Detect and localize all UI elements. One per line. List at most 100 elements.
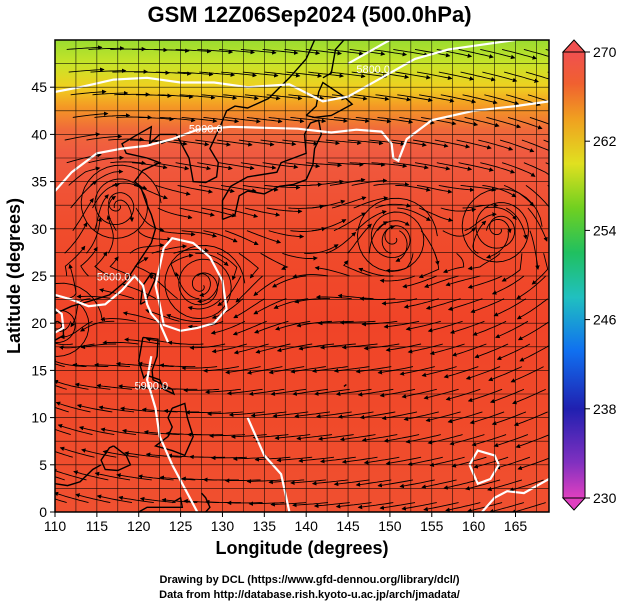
streamline <box>205 388 241 395</box>
streamline <box>407 456 443 467</box>
streamline <box>329 71 366 79</box>
streamline <box>155 184 191 196</box>
streamline <box>55 385 67 390</box>
streamline <box>151 139 188 146</box>
streamline <box>201 94 238 101</box>
streamline <box>286 71 323 78</box>
streamline <box>76 294 113 300</box>
streamline <box>232 456 269 462</box>
streamline <box>238 139 275 147</box>
streamline <box>210 455 247 461</box>
x-axis-ticks: 110 115 120 125 130 135 140 145 150 155 160 165 <box>44 512 527 534</box>
streamline <box>94 113 131 118</box>
streamline <box>335 388 372 397</box>
streamline <box>445 502 481 512</box>
streamline <box>429 456 465 467</box>
streamline <box>233 298 265 319</box>
streamline <box>148 274 178 300</box>
grid-lines <box>55 40 549 512</box>
streamline <box>94 362 131 368</box>
streamline <box>235 275 263 303</box>
streamline <box>270 388 307 397</box>
streamline <box>211 343 248 354</box>
streamline <box>501 253 523 282</box>
streamline <box>304 139 340 146</box>
streamline <box>250 411 287 418</box>
y-tick-label: 40 <box>31 126 47 142</box>
streamline <box>482 71 518 83</box>
contour-label: 5900.0 <box>134 380 168 392</box>
contour-line <box>55 100 549 192</box>
colorbar-scale <box>562 51 586 499</box>
streamline <box>228 411 265 417</box>
streamline <box>373 182 410 187</box>
streamline <box>443 366 479 379</box>
streamline <box>308 71 344 78</box>
streamline <box>385 456 422 466</box>
streamline <box>159 363 196 368</box>
streamline <box>155 71 192 76</box>
streamline <box>100 316 137 322</box>
streamline <box>226 388 263 396</box>
streamline <box>442 227 476 237</box>
streamline <box>440 94 477 104</box>
streamline <box>159 475 196 481</box>
streamline <box>427 434 463 445</box>
streamline <box>436 162 473 171</box>
streamline <box>199 184 235 194</box>
streamline <box>290 479 326 485</box>
streamline <box>268 230 305 239</box>
streamline <box>471 434 507 447</box>
streamline <box>137 361 174 368</box>
streamline <box>333 479 370 487</box>
streamline <box>485 218 512 234</box>
streamline <box>174 271 200 300</box>
y-tick-label: 10 <box>31 410 47 426</box>
streamline <box>177 71 214 77</box>
contour-line <box>347 40 391 65</box>
x-axis-title: Longitude (degrees) <box>215 538 388 558</box>
streamline <box>353 94 390 102</box>
streamline <box>175 48 212 54</box>
colorbar-tick-label: 230 <box>593 490 617 506</box>
streamline <box>102 340 139 345</box>
streamline <box>531 253 549 285</box>
streamline <box>64 222 88 254</box>
streamline <box>467 275 503 289</box>
streamline <box>163 408 200 414</box>
streamline <box>517 457 549 470</box>
streamline <box>429 343 465 356</box>
coastline-segment <box>138 496 184 512</box>
streamline <box>296 434 333 441</box>
streamline <box>314 388 350 396</box>
streamline <box>416 71 453 81</box>
streamline <box>274 434 311 441</box>
streamline <box>363 456 400 465</box>
streamline <box>460 71 496 82</box>
streamline <box>440 207 477 213</box>
streamline <box>203 230 238 243</box>
streamline <box>268 366 305 375</box>
streamline <box>74 382 111 390</box>
streamline <box>233 343 269 355</box>
streamline <box>92 182 120 209</box>
streamline <box>472 320 507 336</box>
streamline <box>122 311 158 322</box>
streamline <box>320 456 356 464</box>
streamline <box>159 116 196 123</box>
streamline <box>402 275 437 289</box>
streamline <box>55 428 71 436</box>
streamline <box>246 366 283 375</box>
streamline <box>458 162 494 172</box>
streamline <box>369 221 388 254</box>
streamline <box>484 206 517 221</box>
streamline <box>443 479 479 490</box>
streamline <box>282 252 318 261</box>
streamline <box>355 116 392 124</box>
streamline <box>272 275 307 288</box>
streamline <box>447 298 483 311</box>
streamline <box>316 411 352 419</box>
coastline-segment <box>55 464 102 487</box>
y-tick-label: 0 <box>39 504 47 520</box>
streamline <box>331 196 367 209</box>
